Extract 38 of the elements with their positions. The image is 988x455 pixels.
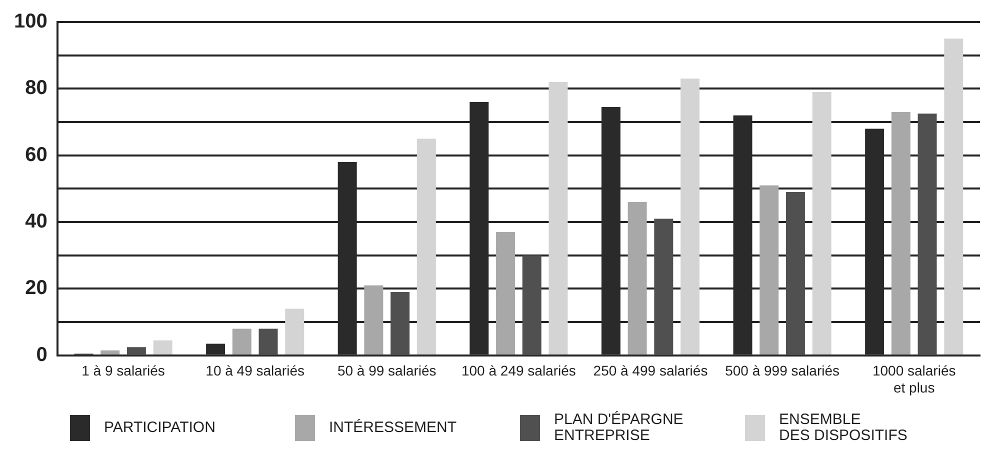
legend-label: INTÉRESSEMENT (329, 419, 457, 436)
bar (496, 232, 515, 354)
y-tick-label: 100 (14, 10, 48, 33)
bar (390, 292, 410, 354)
bar (416, 138, 436, 354)
bar (258, 328, 278, 354)
x-tick-label: 1000 salariés et plus (872, 362, 956, 396)
bar (891, 112, 910, 354)
bar (232, 328, 252, 354)
x-tick-label: 100 à 249 salariés (461, 362, 576, 379)
y-tick-label: 80 (25, 77, 48, 100)
x-tick-label: 1 à 9 salariés (82, 362, 165, 379)
bar (100, 350, 120, 354)
bar (786, 192, 805, 354)
bar (760, 185, 779, 354)
y-tick-label: 60 (25, 144, 48, 166)
bar (153, 340, 172, 354)
x-tick-label: 250 à 499 salariés (593, 362, 708, 379)
legend-label: PARTICIPATION (104, 419, 216, 436)
bar (364, 285, 384, 354)
bar (126, 347, 146, 354)
y-tick-label: 20 (25, 277, 48, 300)
bar (812, 92, 832, 354)
y-tick-label: 40 (25, 210, 48, 233)
bar (680, 78, 700, 354)
legend-label: PLAN D'ÉPARGNE ENTREPRISE (554, 411, 684, 444)
x-tick-label: 500 à 999 salariés (725, 362, 840, 379)
y-tick-label: 0 (36, 344, 48, 366)
bar (654, 218, 674, 354)
bar (548, 82, 568, 354)
x-tick-label: 50 à 99 salariés (337, 362, 436, 379)
bar (918, 114, 937, 354)
legend-label: ENSEMBLE DES DISPOSITIFS (779, 411, 908, 444)
bar (944, 38, 964, 354)
bar (628, 202, 647, 354)
x-tick-label: 10 à 49 salariés (206, 362, 304, 379)
bar (285, 308, 304, 354)
bar (522, 255, 542, 354)
